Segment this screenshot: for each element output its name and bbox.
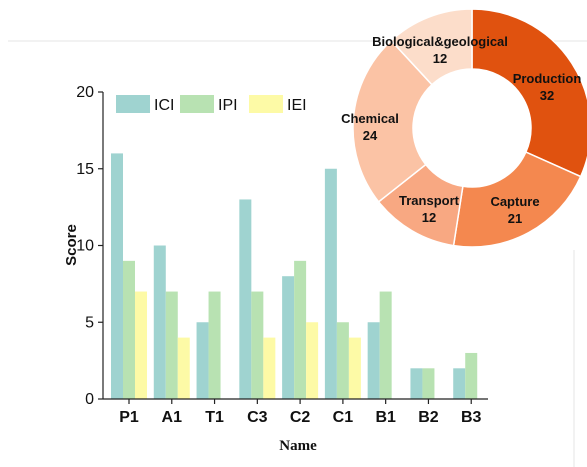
bar-ici-b3 [453, 368, 466, 399]
bar-ipi-c1 [336, 322, 349, 399]
bar-iei-c1 [348, 337, 361, 399]
bar-ipi-c3 [251, 291, 264, 399]
x-ticks-group: P1 A1 T1 C3 C2 C1 B1 B2 B3 [119, 399, 482, 426]
bar-ici-a1 [153, 245, 166, 399]
bar-ipi-b1 [379, 291, 392, 399]
y-tick-label: 5 [85, 314, 94, 331]
bar-ici-b1 [367, 322, 380, 399]
bar-iei-c3 [263, 337, 276, 399]
donut-chart: Production 32 Capture 21 Transport 12 Chemical… [341, 8, 587, 248]
donut-value: 24 [363, 128, 378, 143]
y-axis-title: Score [63, 224, 80, 266]
x-tick-label: B1 [375, 409, 396, 426]
bar-ici-c3 [239, 199, 252, 399]
legend: ICI IPI IEI [116, 95, 307, 114]
bar-ici-p1 [111, 153, 123, 399]
bar-ici-c2 [282, 276, 295, 399]
legend-label-ici: ICI [154, 97, 174, 114]
x-tick-label: C2 [290, 409, 311, 426]
y-tick-label: 20 [76, 84, 94, 101]
legend-swatch-iei [249, 95, 283, 113]
donut-value: 12 [433, 51, 447, 66]
bar-ipi-t1 [208, 291, 221, 399]
x-tick-label: P1 [119, 409, 139, 426]
donut-slice-biological-geological [390, 8, 473, 86]
bar-iei-c2 [306, 322, 319, 399]
x-tick-label: C1 [333, 409, 354, 426]
x-tick-label: T1 [205, 409, 224, 426]
bar-iei-a1 [177, 337, 190, 399]
y-ticks-group: 0 5 10 15 20 [76, 84, 103, 408]
bar-ici-c1 [324, 168, 337, 399]
legend-swatch-ipi [180, 95, 214, 113]
donut-value: 21 [508, 211, 522, 226]
y-tick-label: 15 [76, 161, 94, 178]
donut-label: Production [513, 71, 582, 86]
bar-ipi-b2 [422, 368, 435, 399]
x-tick-label: A1 [162, 409, 183, 426]
bar-ipi-p1 [123, 260, 135, 399]
bar-ipi-a1 [165, 291, 178, 399]
x-tick-label: B3 [461, 409, 482, 426]
bar-ici-t1 [196, 322, 209, 399]
x-axis-title: Name [279, 438, 317, 454]
donut-value: 12 [422, 210, 436, 225]
y-tick-label: 0 [85, 391, 94, 408]
y-tick-label: 10 [76, 238, 94, 255]
donut-label: Chemical [341, 111, 399, 126]
legend-label-ipi: IPI [218, 97, 238, 114]
x-tick-label: C3 [247, 409, 268, 426]
donut-slice-capture [452, 151, 582, 248]
bars-group [111, 153, 478, 399]
bar-iei-p1 [135, 291, 147, 399]
donut-slice-chemical [352, 39, 433, 203]
donut-label: Biological&geological [372, 34, 508, 49]
bar-ipi-c2 [294, 260, 307, 399]
bar-ipi-b3 [465, 352, 478, 399]
x-tick-label: B2 [418, 409, 439, 426]
donut-label: Transport [399, 193, 460, 208]
legend-swatch-ici [116, 95, 150, 113]
donut-value: 32 [540, 88, 554, 103]
donut-label: Capture [490, 194, 539, 209]
bar-ici-b2 [410, 368, 423, 399]
legend-label-iei: IEI [287, 97, 307, 114]
bar-chart: 0 5 10 15 20 P1 A1 T1 C3 C2 C1 B1 B2 B3 Score Name I… [63, 84, 488, 454]
